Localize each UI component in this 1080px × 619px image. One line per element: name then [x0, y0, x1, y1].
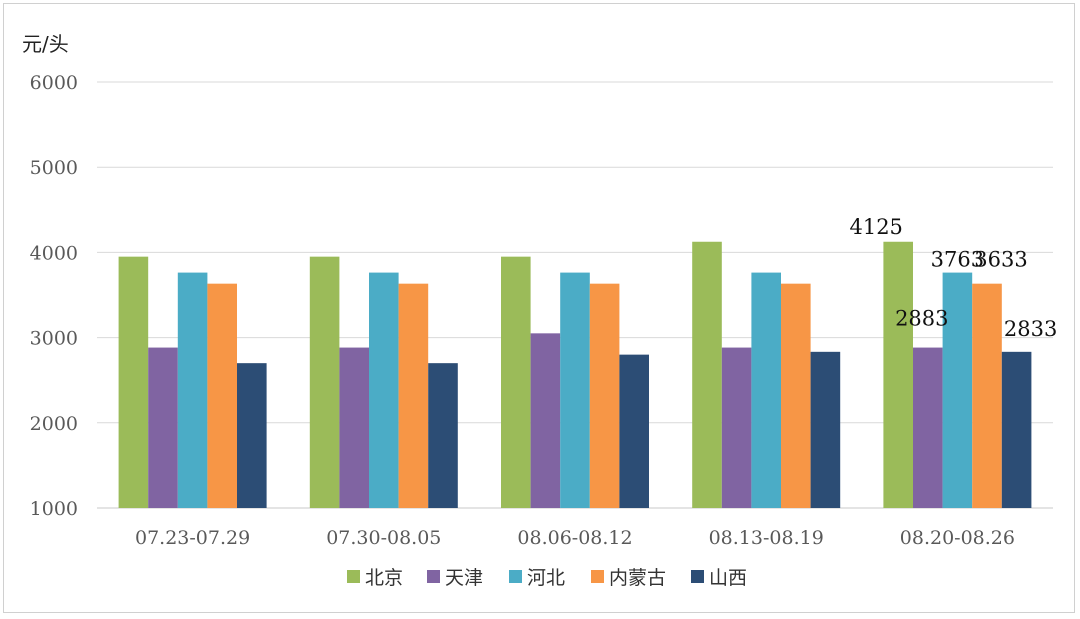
bars [118, 241, 1032, 508]
x-axis-ticks: 07.23-07.29 07.30-08.05 08.06-08.12 08.13-0… [135, 527, 1015, 549]
y-tick-label: 2000 [30, 413, 78, 435]
legend: 北京 天津 河北 内蒙古 山西 [347, 567, 747, 589]
bar-山西-08.20-08.26 [1001, 351, 1032, 508]
data-label: 2833 [1004, 317, 1057, 341]
data-label: 2883 [895, 307, 948, 331]
bar-北京-07.23-07.29 [118, 256, 149, 508]
bar-山西-08.06-08.12 [619, 354, 649, 508]
y-tick-label: 4000 [30, 242, 78, 264]
bar-内蒙古-07.30-08.05 [398, 283, 429, 508]
legend-swatch [509, 570, 522, 583]
bar-北京-08.13-08.19 [692, 241, 722, 508]
bar-北京-08.20-08.26 [883, 241, 913, 508]
x-tick-label: 08.06-08.12 [517, 527, 632, 549]
bar-北京-08.06-08.12 [501, 256, 531, 508]
bar-天津-08.13-08.19 [721, 347, 752, 508]
legend-label: 天津 [445, 567, 483, 589]
bar-内蒙古-08.20-08.26 [972, 283, 1002, 508]
y-tick-label: 1000 [30, 498, 78, 520]
legend-swatch [691, 570, 704, 583]
bar-内蒙古-07.23-07.29 [207, 283, 237, 508]
x-tick-label: 07.23-07.29 [135, 527, 250, 549]
y-tick-label: 5000 [30, 157, 78, 179]
y-axis-unit-label: 元/头 [22, 32, 69, 56]
y-tick-label: 6000 [30, 72, 78, 94]
bar-山西-07.30-08.05 [428, 363, 458, 508]
y-tick-label: 3000 [30, 328, 78, 350]
bar-天津-08.06-08.12 [530, 333, 561, 508]
bar-山西-08.13-08.19 [810, 351, 841, 508]
bar-内蒙古-08.06-08.12 [589, 283, 620, 508]
legend-item: 天津 [427, 567, 483, 589]
x-tick-label: 08.13-08.19 [709, 527, 824, 549]
bar-河北-07.23-07.29 [177, 272, 208, 508]
x-tick-label: 08.20-08.26 [900, 527, 1015, 549]
legend-item: 北京 [347, 567, 403, 589]
bar-河北-08.20-08.26 [942, 272, 973, 508]
x-tick-label: 07.30-08.05 [326, 527, 441, 549]
y-axis-ticks: 1000 2000 3000 4000 5000 6000 [30, 72, 78, 520]
legend-item: 河北 [509, 567, 565, 589]
data-label: 3763 [931, 248, 984, 272]
bar-河北-08.13-08.19 [751, 272, 781, 508]
chart-frame: 1000 2000 3000 4000 5000 6000 元/头 4125 2883 376… [3, 3, 1075, 613]
data-label: 3633 [974, 248, 1027, 272]
bar-天津-07.30-08.05 [339, 347, 369, 508]
legend-swatch [427, 570, 440, 583]
bar-天津-07.23-07.29 [148, 347, 178, 508]
legend-swatch [591, 570, 604, 583]
legend-label: 山西 [709, 567, 747, 589]
bar-天津-08.20-08.26 [913, 347, 943, 508]
bar-河北-07.30-08.05 [369, 272, 399, 508]
data-label: 4125 [849, 215, 902, 239]
legend-label: 内蒙古 [609, 567, 666, 589]
legend-item: 山西 [691, 567, 747, 589]
legend-item: 内蒙古 [591, 567, 666, 589]
bar-内蒙古-08.13-08.19 [781, 283, 811, 508]
legend-label: 河北 [527, 567, 565, 589]
bar-北京-07.30-08.05 [309, 256, 340, 508]
bar-山西-07.23-07.29 [237, 363, 267, 508]
legend-swatch [347, 570, 360, 583]
chart: 1000 2000 3000 4000 5000 6000 元/头 4125 2883 376… [22, 32, 1057, 589]
bar-河北-08.06-08.12 [560, 272, 590, 508]
legend-label: 北京 [365, 567, 403, 589]
